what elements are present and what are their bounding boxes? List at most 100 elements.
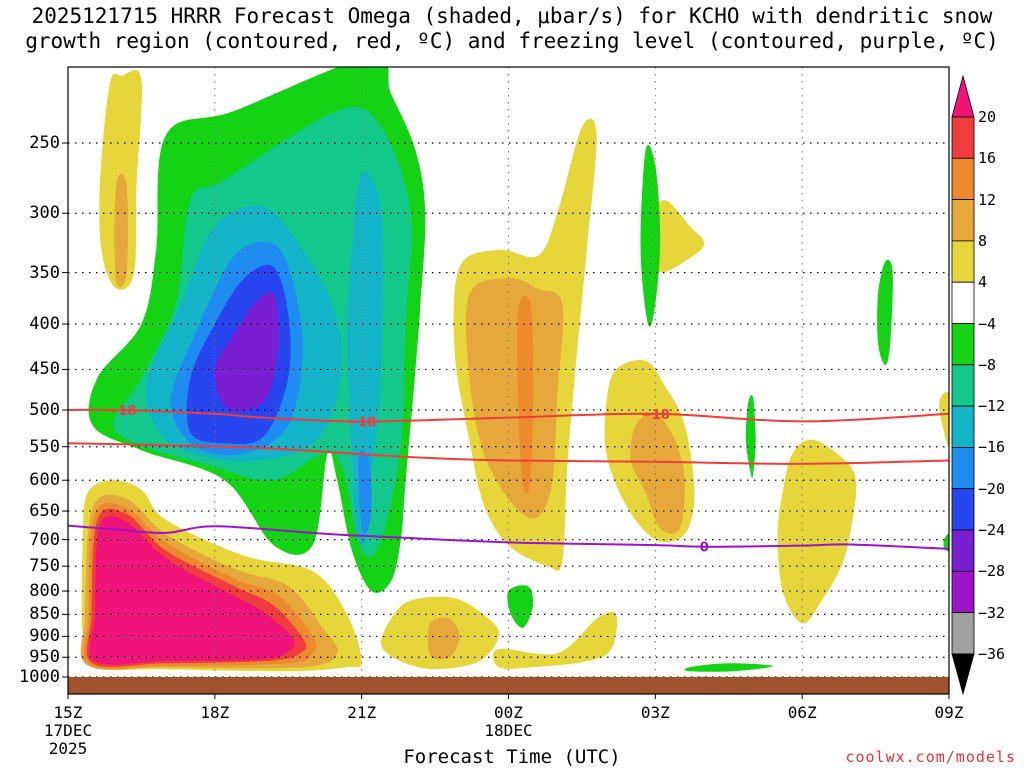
colorbar-bin-7 [951, 405, 975, 448]
dgz-minus12-contour [68, 442, 949, 465]
x-label-line-9-1: 18DEC [484, 721, 533, 740]
y-label-650: 650 [29, 501, 60, 522]
colorbar-bin-8 [951, 446, 975, 490]
y-label-800: 800 [29, 581, 60, 602]
site-credit: coolwx.com/models [845, 748, 1016, 766]
colorbar-top-arrow [951, 74, 975, 118]
contour-label-0: −18 [107, 404, 136, 419]
contour-label-1: −18 [347, 415, 376, 430]
omega-region-29 [507, 585, 534, 628]
omega-region-28 [877, 259, 893, 366]
freezing-level-contour [68, 524, 949, 550]
y-label-250: 250 [29, 133, 60, 153]
y-label-550: 550 [29, 436, 60, 457]
colorbar-bin-6 [951, 364, 975, 407]
contour-lines: −18 −18 −18 0 [68, 404, 949, 556]
title-line-1: 2025121715 HRRR Forecast Omega (shaded, … [31, 4, 993, 28]
x-label-line-6-0: 21Z [347, 703, 377, 722]
omega-region-20 [492, 611, 618, 669]
ground-fill [68, 677, 949, 694]
colorbar-bin-4 [951, 281, 975, 324]
omega-region-22 [630, 413, 685, 534]
omega-region-14 [89, 515, 295, 665]
title-line-2: growth region (contoured, red, ºC) and f… [25, 29, 999, 53]
x-label-line-0-0: 15Z [53, 703, 83, 722]
x-label-15: 06Z [788, 704, 817, 722]
x-label-3: 18Z [200, 704, 229, 722]
colorbar-bin-5 [951, 323, 975, 366]
x-label-line-18-0: 09Z [934, 703, 964, 722]
omega-region-26 [640, 144, 661, 327]
omega-region-24 [777, 439, 857, 624]
colorbar-label-10: −24 [978, 521, 1006, 539]
colorbar-label-6: −8 [978, 355, 997, 374]
colorbar-bin-2 [951, 199, 975, 242]
y-label-450: 450 [29, 359, 60, 380]
x-label-line-12-0: 03Z [640, 703, 670, 722]
omega-region-16 [465, 278, 564, 519]
omega-region-1 [114, 173, 128, 287]
colorbar-label-0: 20 [978, 108, 997, 126]
colorbar-bin-11 [951, 570, 975, 613]
colorbar-label-5: −4 [978, 314, 997, 333]
contour-label-2: −18 [641, 408, 670, 423]
omega-shading [80, 67, 949, 672]
x-label-0: 15Z 17DEC 2025 [44, 704, 92, 758]
colorbar-label-13: −36 [978, 644, 1006, 663]
omega-region-19 [427, 617, 460, 660]
colorbar-bin-10 [951, 529, 975, 572]
colorbar-bin-9 [951, 488, 975, 531]
x-label-18: 09Z [935, 704, 964, 722]
colorbar-label-8: −16 [978, 438, 1006, 457]
y-label-950: 950 [29, 647, 60, 668]
colorbar-bin-12 [951, 612, 975, 655]
x-axis-title: Forecast Time (UTC) [403, 746, 621, 768]
colorbar-label-1: 16 [978, 149, 997, 168]
omega-region-5 [347, 171, 384, 546]
y-label-1000: 1000 [19, 667, 60, 687]
colorbar [951, 74, 975, 696]
x-label-line-0-1: 17DEC [43, 721, 93, 740]
colorbar-bin-0 [951, 116, 975, 159]
colorbar-label-7: −12 [978, 397, 1006, 416]
omega-region-25 [939, 391, 949, 446]
x-label-line-3-0: 18Z [200, 703, 230, 722]
x-label-line-15-0: 06Z [787, 703, 817, 722]
y-label-300: 300 [29, 203, 60, 224]
y-label-700: 700 [29, 529, 60, 550]
x-label-6: 21Z [347, 704, 376, 722]
chart-title: 2025121715 HRRR Forecast Omega (shaded, … [0, 4, 1024, 54]
colorbar-bottom-arrow [951, 653, 975, 696]
omega-region-23 [648, 200, 705, 273]
y-label-900: 900 [29, 626, 60, 647]
contour-label-3: 0 [700, 541, 709, 556]
x-label-line-0-2: 2025 [48, 739, 88, 758]
y-label-600: 600 [29, 470, 60, 491]
colorbar-label-4: 4 [978, 273, 988, 292]
colorbar-label-9: −20 [978, 479, 1006, 498]
omega-region-31 [943, 533, 949, 552]
x-label-line-9-0: 00Z [494, 703, 523, 722]
x-label-12: 03Z [641, 704, 670, 722]
y-label-500: 500 [29, 400, 60, 420]
colorbar-label-2: 12 [978, 190, 997, 209]
colorbar-bin-1 [951, 157, 975, 201]
y-label-400: 400 [29, 314, 60, 335]
x-label-9: 00Z 18DEC [484, 704, 532, 740]
omega-region-17 [517, 295, 533, 495]
dgz-minus18-contour [68, 408, 949, 423]
y-label-350: 350 [29, 262, 60, 283]
colorbar-bin-3 [951, 240, 975, 283]
omega-region-27 [745, 394, 756, 478]
y-label-850: 850 [29, 604, 60, 625]
ground-layer [68, 677, 949, 694]
y-label-750: 750 [29, 556, 60, 577]
colorbar-label-12: −32 [978, 603, 1006, 622]
omega-region-9 [214, 291, 279, 412]
colorbar-label-11: −28 [978, 562, 1006, 581]
omega-region-7 [358, 450, 372, 535]
axis-ticks [62, 142, 950, 699]
colorbar-label-3: 8 [978, 231, 988, 250]
omega-region-30 [684, 663, 773, 672]
